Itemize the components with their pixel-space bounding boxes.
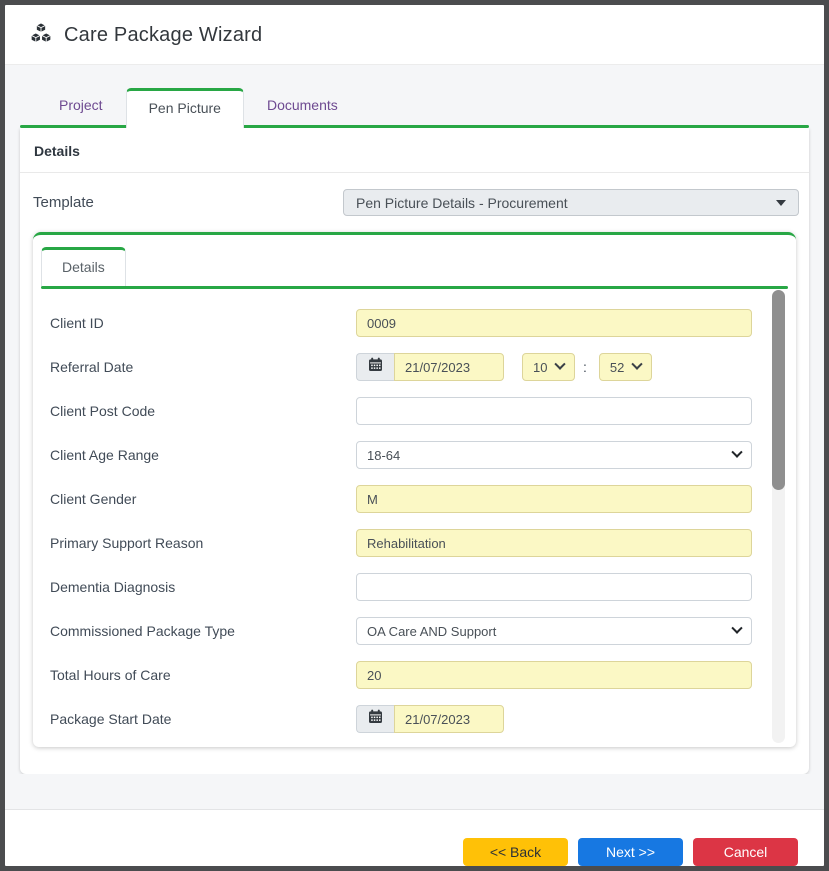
app-header: Care Package Wizard <box>5 5 824 65</box>
cancel-button[interactable]: Cancel <box>693 838 798 866</box>
referral-hour-select[interactable]: 10 <box>522 353 575 381</box>
commissioned-package-type-value: OA Care AND Support <box>367 623 497 639</box>
chevron-down-icon <box>554 358 566 370</box>
client-age-range-select[interactable]: 18-64 <box>356 441 752 469</box>
referral-date-group: 21/07/2023 <box>356 353 504 381</box>
client-post-code-input[interactable] <box>356 397 752 425</box>
wizard-footer: << Back Next >> Cancel <box>5 809 824 866</box>
details-sub-panel: Details Client ID 0009 Referral Date <box>33 232 796 747</box>
sub-tab-details[interactable]: Details <box>41 247 126 286</box>
template-select[interactable]: Pen Picture Details - Procurement <box>343 189 799 216</box>
chevron-down-icon <box>631 358 643 370</box>
field-row-client-gender: Client Gender M <box>50 477 752 521</box>
referral-minute-select[interactable]: 52 <box>598 353 652 381</box>
field-row-primary-support-reason: Primary Support Reason Rehabilitation <box>50 521 752 565</box>
client-id-input[interactable]: 0009 <box>356 309 752 337</box>
tab-pen-picture[interactable]: Pen Picture <box>125 88 244 128</box>
tab-documents[interactable]: Documents <box>266 97 338 113</box>
template-select-value: Pen Picture Details - Procurement <box>356 194 568 211</box>
commissioned-package-type-select[interactable]: OA Care AND Support <box>356 617 752 645</box>
scrollbar-thumb[interactable] <box>772 290 785 490</box>
calendar-button[interactable] <box>356 353 394 381</box>
sub-tab-accent-divider <box>41 286 788 289</box>
client-gender-label: Client Gender <box>50 491 137 507</box>
template-field-row: Template Pen Picture Details - Procureme… <box>20 173 809 230</box>
referral-date-input[interactable]: 21/07/2023 <box>394 353 504 381</box>
client-gender-input[interactable]: M <box>356 485 752 513</box>
package-start-date-input[interactable]: 21/07/2023 <box>394 705 504 733</box>
wizard-tabs: Project Pen Picture Documents <box>5 65 824 128</box>
pen-picture-panel: Details Template Pen Picture Details - P… <box>20 128 809 774</box>
referral-date-label: Referral Date <box>50 359 134 375</box>
package-start-date-label: Package Start Date <box>50 711 172 727</box>
client-post-code-label: Client Post Code <box>50 403 156 419</box>
calendar-icon <box>368 357 383 377</box>
field-row-referral-date: Referral Date <box>50 345 752 389</box>
primary-support-reason-label: Primary Support Reason <box>50 535 204 551</box>
next-button[interactable]: Next >> <box>578 838 683 866</box>
back-button[interactable]: << Back <box>463 838 568 866</box>
field-row-total-hours-of-care: Total Hours of Care 20 <box>50 653 752 697</box>
sub-tabs: Details <box>33 235 796 286</box>
chevron-down-icon <box>731 446 743 458</box>
total-hours-of-care-label: Total Hours of Care <box>50 667 171 683</box>
primary-support-reason-input[interactable]: Rehabilitation <box>356 529 752 557</box>
chevron-down-icon <box>731 622 743 634</box>
field-row-client-id: Client ID 0009 <box>50 301 752 345</box>
field-row-client-age-range: Client Age Range 18-64 <box>50 433 752 477</box>
section-heading: Details <box>20 128 809 173</box>
client-age-range-label: Client Age Range <box>50 447 159 463</box>
total-hours-of-care-input[interactable]: 20 <box>356 661 752 689</box>
commissioned-package-type-label: Commissioned Package Type <box>50 623 235 639</box>
tab-accent-divider <box>20 125 809 128</box>
field-row-commissioned-package-type: Commissioned Package Type OA Care AND Su… <box>50 609 752 653</box>
package-start-date-group: 21/07/2023 <box>356 705 504 733</box>
referral-minute-value: 52 <box>609 359 625 375</box>
calendar-button[interactable] <box>356 705 394 733</box>
cubes-icon <box>29 22 53 49</box>
footer-gap <box>5 774 824 801</box>
wizard-body: Project Pen Picture Documents Details Te… <box>5 65 824 809</box>
referral-hour-value: 10 <box>533 359 548 375</box>
template-label: Template <box>33 194 94 211</box>
field-row-client-post-code: Client Post Code <box>50 389 752 433</box>
client-age-range-value: 18-64 <box>367 447 401 463</box>
details-form: Client ID 0009 Referral Date <box>33 289 796 741</box>
dementia-diagnosis-label: Dementia Diagnosis <box>50 579 176 595</box>
care-package-wizard-window: Care Package Wizard Project Pen Picture … <box>5 5 824 866</box>
page-title: Care Package Wizard <box>64 24 263 46</box>
field-row-dementia-diagnosis: Dementia Diagnosis <box>50 565 752 609</box>
calendar-icon <box>368 709 383 729</box>
time-separator: : <box>583 359 587 375</box>
field-row-package-start-date: Package Start Date <box>50 697 752 741</box>
caret-down-icon <box>776 199 786 206</box>
tab-project[interactable]: Project <box>59 97 103 113</box>
form-scrollbar[interactable] <box>772 290 785 743</box>
client-id-label: Client ID <box>50 315 104 331</box>
dementia-diagnosis-input[interactable] <box>356 573 752 601</box>
